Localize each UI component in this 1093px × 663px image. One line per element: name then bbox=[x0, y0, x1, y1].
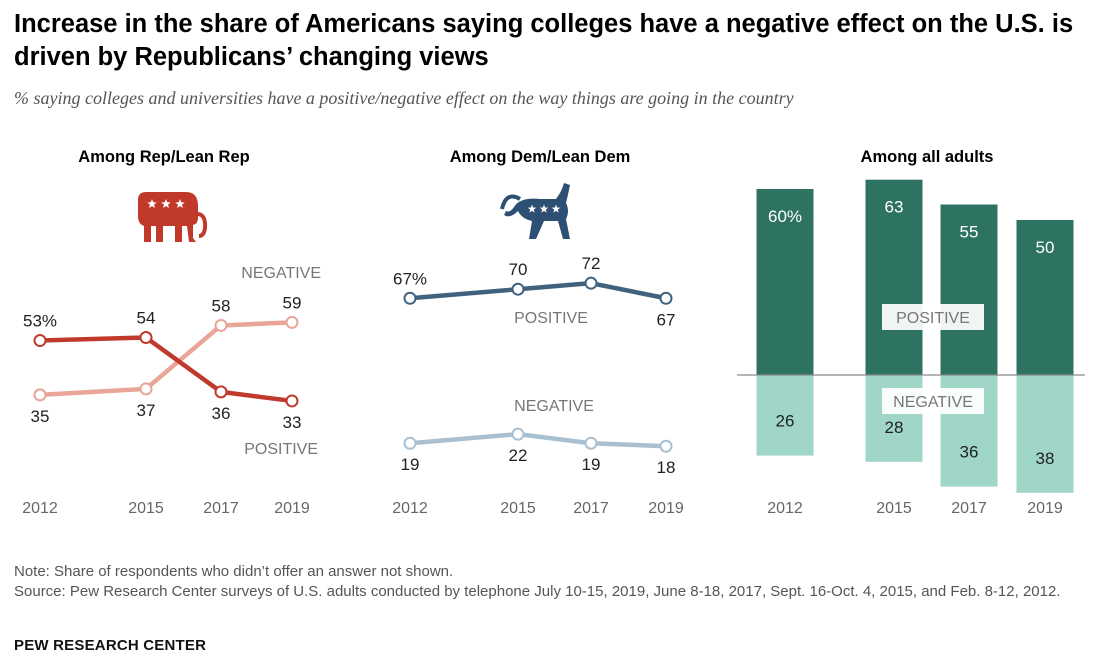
data-label: 35 bbox=[31, 407, 50, 426]
data-point bbox=[139, 331, 153, 345]
data-label: 58 bbox=[212, 296, 231, 315]
data-label: 72 bbox=[582, 254, 601, 273]
data-point bbox=[214, 318, 228, 332]
x-tick-label: 2012 bbox=[767, 500, 803, 517]
legend-box bbox=[882, 388, 984, 414]
x-tick-label: 2017 bbox=[951, 500, 987, 517]
x-tick-label: 2015 bbox=[500, 500, 536, 517]
x-tick-label: 2017 bbox=[573, 500, 609, 517]
series-label-negative: NEGATIVE bbox=[241, 265, 321, 282]
x-tick-label: 2012 bbox=[392, 500, 428, 517]
x-tick-label: 2015 bbox=[128, 500, 164, 517]
data-label: 53% bbox=[23, 312, 57, 331]
data-label: 36 bbox=[212, 404, 231, 423]
data-label: 67% bbox=[393, 269, 427, 288]
data-point bbox=[511, 282, 525, 296]
panel-title: Among all adults bbox=[861, 148, 994, 166]
data-label: 54 bbox=[137, 309, 156, 328]
data-point bbox=[403, 436, 417, 450]
x-tick-label: 2019 bbox=[1027, 500, 1063, 517]
data-label: 59 bbox=[283, 293, 302, 312]
legend-label: POSITIVE bbox=[896, 310, 970, 327]
bar-negative bbox=[1016, 375, 1074, 493]
data-point bbox=[33, 334, 47, 348]
bar-label-negative: 28 bbox=[885, 418, 904, 437]
x-tick-label: 2017 bbox=[203, 500, 239, 517]
data-label: 70 bbox=[509, 260, 528, 279]
donkey-star bbox=[539, 204, 549, 213]
data-point bbox=[285, 394, 299, 408]
data-label: 19 bbox=[401, 455, 420, 474]
data-point bbox=[285, 315, 299, 329]
bar-panel-all: Among all adults 60% 26 2012 63 28 2015 55 36 201… bbox=[737, 148, 1085, 517]
bar-label-positive: 50 bbox=[1036, 238, 1055, 257]
bar-label-positive: 63 bbox=[885, 198, 904, 217]
line-panel-dem: Among Dem/Lean Dem 67% 70 72 67 POSITIVE 19 22 1… bbox=[392, 148, 684, 517]
chart-title: Increase in the share of Americans sayin… bbox=[14, 10, 1074, 71]
series-line-negative bbox=[409, 431, 667, 449]
data-label: 37 bbox=[137, 401, 156, 420]
series-label-negative: NEGATIVE bbox=[514, 398, 594, 415]
data-point bbox=[511, 427, 525, 441]
elephant-star bbox=[175, 199, 185, 209]
donkey-tail bbox=[500, 194, 521, 210]
data-point bbox=[139, 382, 153, 396]
bar-positive bbox=[865, 179, 923, 375]
x-tick-label: 2012 bbox=[22, 500, 58, 517]
bar-label-positive: 55 bbox=[960, 223, 979, 242]
source-text: Source: Pew Research Center surveys of U… bbox=[14, 583, 1061, 600]
legend-box bbox=[882, 304, 984, 330]
bar-label-negative: 38 bbox=[1036, 449, 1055, 468]
bar-positive bbox=[1016, 220, 1074, 375]
bar-label-positive: 60% bbox=[768, 207, 802, 226]
donkey-star bbox=[551, 204, 561, 213]
elephant-star bbox=[147, 199, 157, 209]
note-text: Note: Share of respondents who didn’t of… bbox=[14, 563, 454, 580]
data-point bbox=[659, 291, 673, 305]
series-label-positive: POSITIVE bbox=[514, 310, 588, 327]
legend-negative: NEGATIVE bbox=[882, 388, 984, 414]
series-line-positive bbox=[409, 280, 667, 301]
data-point bbox=[659, 439, 673, 453]
bar-label-negative: 26 bbox=[776, 412, 795, 431]
data-label: 19 bbox=[582, 455, 601, 474]
data-label: 22 bbox=[509, 446, 528, 465]
data-point bbox=[584, 276, 598, 290]
elephant-icon bbox=[138, 192, 208, 242]
series-line-positive bbox=[39, 335, 293, 404]
series-line-negative bbox=[39, 320, 293, 398]
chart-footer: Note: Share of respondents who didn’t of… bbox=[14, 562, 1084, 602]
elephant-star bbox=[161, 199, 171, 209]
data-point bbox=[214, 385, 228, 399]
data-label: 18 bbox=[657, 458, 676, 477]
legend-positive: POSITIVE bbox=[882, 304, 984, 330]
x-tick-label: 2015 bbox=[876, 500, 912, 517]
bar-negative bbox=[756, 375, 814, 456]
series-label-positive: POSITIVE bbox=[244, 441, 318, 458]
data-point bbox=[403, 291, 417, 305]
brand-label: PEW RESEARCH CENTER bbox=[14, 637, 207, 654]
data-label: 33 bbox=[283, 413, 302, 432]
donkey-body bbox=[504, 183, 570, 239]
donkey-star bbox=[527, 204, 537, 213]
data-point bbox=[584, 436, 598, 450]
bar-positive bbox=[940, 204, 998, 375]
x-tick-label: 2019 bbox=[648, 500, 684, 517]
elephant-body bbox=[138, 192, 198, 242]
bar-positive bbox=[756, 189, 814, 375]
chart-subtitle: % saying colleges and universities have … bbox=[14, 88, 794, 108]
bar-label-negative: 36 bbox=[960, 443, 979, 462]
panel-title: Among Rep/Lean Rep bbox=[78, 148, 249, 166]
panel-title: Among Dem/Lean Dem bbox=[450, 148, 631, 166]
data-label: 67 bbox=[657, 310, 676, 329]
elephant-trunk bbox=[196, 212, 208, 238]
x-tick-label: 2019 bbox=[274, 500, 310, 517]
legend-label: NEGATIVE bbox=[893, 394, 973, 411]
donkey-icon bbox=[500, 183, 570, 239]
line-panel-rep: Among Rep/Lean Rep 35 37 58 59 NEGATIVE 53% 54 3… bbox=[22, 148, 321, 517]
data-point bbox=[33, 388, 47, 402]
